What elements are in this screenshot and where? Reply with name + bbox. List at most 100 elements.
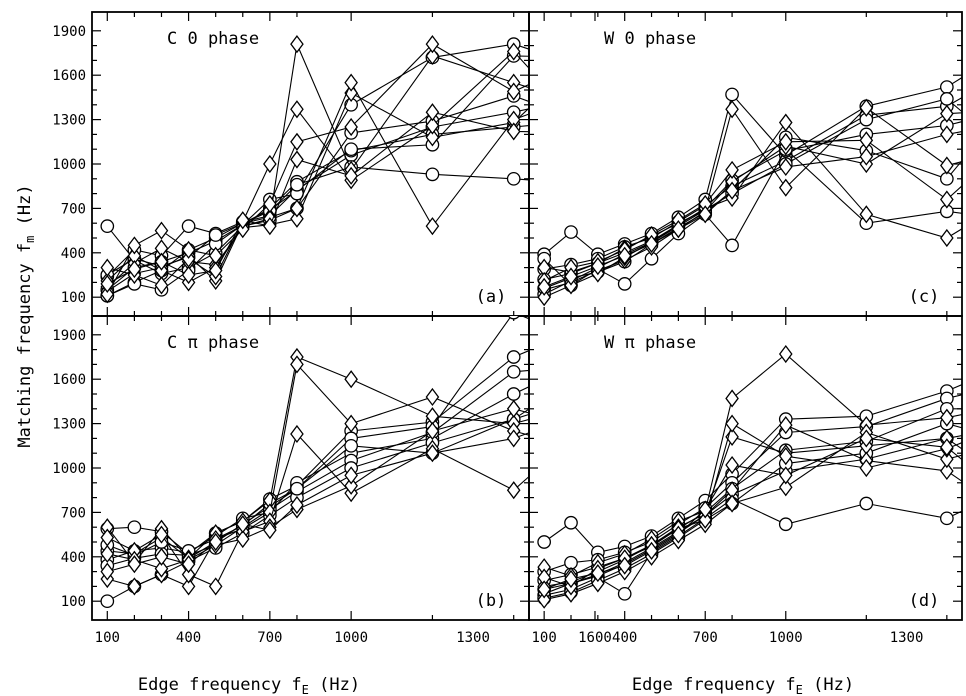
data-point-diamond: [154, 559, 169, 578]
data-point-circle: [589, 339, 601, 351]
panel-letter: (a): [476, 287, 507, 307]
data-point-diamond: [589, 46, 601, 62]
data-point-diamond: [778, 344, 793, 364]
x-tick-label: 400: [612, 630, 637, 646]
data-point-circle: [181, 219, 196, 234]
data-point-circle: [589, 113, 601, 125]
y-tick-label: 400: [61, 550, 86, 566]
y-tick-label: 700: [61, 505, 86, 521]
data-point-circle: [589, 119, 601, 131]
data-point-diamond: [940, 156, 954, 175]
data-point-diamond: [290, 100, 304, 119]
x-tick-label: 1000: [769, 630, 803, 646]
data-point-diamond: [644, 541, 659, 560]
data-point-diamond: [344, 117, 358, 137]
data-point-diamond: [506, 481, 521, 500]
series-line: [544, 97, 962, 270]
data-point-diamond: [425, 116, 440, 135]
series-line: [543, 422, 962, 588]
data-point-diamond: [290, 355, 304, 374]
data-point-diamond: [778, 478, 793, 497]
data-point-diamond: [344, 73, 358, 92]
data-point-diamond: [127, 555, 142, 574]
data-point-diamond: [425, 217, 440, 236]
data-point-diamond: [859, 98, 874, 117]
data-point-diamond: [589, 410, 601, 426]
data-point-diamond: [589, 101, 601, 117]
data-point-diamond: [100, 544, 115, 563]
data-point-diamond: [698, 510, 713, 529]
plot-area: [100, 35, 601, 304]
data-point-circle: [127, 520, 142, 535]
data-point-diamond: [859, 205, 874, 224]
data-point-diamond: [425, 421, 440, 441]
data-point-circle: [537, 535, 552, 549]
data-point-circle: [617, 277, 632, 291]
series-line: [543, 148, 962, 287]
series-line: [544, 498, 962, 596]
x-tick-label: 100: [532, 630, 557, 646]
data-point-diamond: [425, 128, 440, 147]
data-point-diamond: [589, 423, 601, 439]
data-point-circle: [100, 219, 115, 234]
data-point-circle: [589, 358, 601, 370]
data-point-diamond: [154, 525, 169, 544]
data-point-diamond: [506, 82, 521, 101]
y-tick-label: 400: [61, 246, 86, 262]
data-point-diamond: [940, 104, 954, 123]
series-line: [544, 408, 962, 582]
data-point-circle: [589, 349, 601, 361]
data-point-diamond: [344, 476, 358, 495]
data-point-circle: [344, 438, 358, 453]
data-point-diamond: [725, 494, 739, 513]
data-point-diamond: [181, 555, 196, 574]
data-point-diamond: [537, 288, 551, 307]
data-point-circle: [589, 360, 601, 372]
data-point-diamond: [263, 217, 277, 236]
data-point-diamond: [506, 42, 521, 61]
data-point-diamond: [425, 444, 440, 463]
data-point-diamond: [344, 370, 358, 389]
data-point-diamond: [290, 150, 304, 169]
data-point-circle: [589, 179, 601, 191]
x-tick-label: 1000: [334, 630, 368, 646]
data-point-diamond: [344, 466, 358, 485]
y-tick-label: 700: [61, 201, 86, 217]
y-tick-label: 100: [61, 594, 86, 610]
data-point-circle: [290, 481, 304, 496]
y-axis-label: Matching frequency fm (Hz): [15, 184, 37, 447]
data-point-diamond: [100, 274, 115, 293]
data-point-diamond: [725, 160, 739, 180]
data-point-diamond: [778, 157, 793, 177]
data-point-diamond: [725, 455, 739, 475]
y-tick-label: 1300: [52, 417, 86, 433]
x-tick-label: 1600: [578, 630, 612, 646]
data-point-diamond: [208, 261, 223, 280]
data-point-diamond: [617, 246, 632, 265]
data-point-diamond: [181, 577, 196, 596]
data-point-diamond: [506, 399, 521, 418]
data-point-circle: [589, 88, 601, 100]
series-line: [543, 121, 962, 298]
data-point-diamond: [344, 414, 358, 433]
data-point-diamond: [127, 577, 142, 596]
data-point-circle: [939, 511, 954, 526]
data-point-diamond: [589, 401, 601, 417]
data-point-diamond: [154, 252, 169, 271]
data-point-diamond: [564, 569, 578, 589]
data-point-diamond: [537, 590, 551, 609]
data-point-diamond: [425, 46, 440, 66]
data-point-diamond: [425, 387, 440, 407]
data-point-diamond: [181, 240, 196, 259]
data-point-diamond: [859, 429, 874, 448]
y-tick-label: 1900: [52, 24, 86, 40]
series-line: [544, 431, 962, 601]
data-point-diamond: [181, 265, 196, 285]
plot-area: [537, 76, 962, 307]
x-tick-label: 700: [257, 630, 282, 646]
data-point-diamond: [725, 181, 739, 200]
panel-a: 100 400 700 1000 1300 1600 1900 C 0 phase (a): [52, 11, 601, 317]
data-point-diamond: [778, 415, 793, 435]
data-point-diamond: [425, 35, 440, 54]
data-point-diamond: [725, 100, 739, 119]
